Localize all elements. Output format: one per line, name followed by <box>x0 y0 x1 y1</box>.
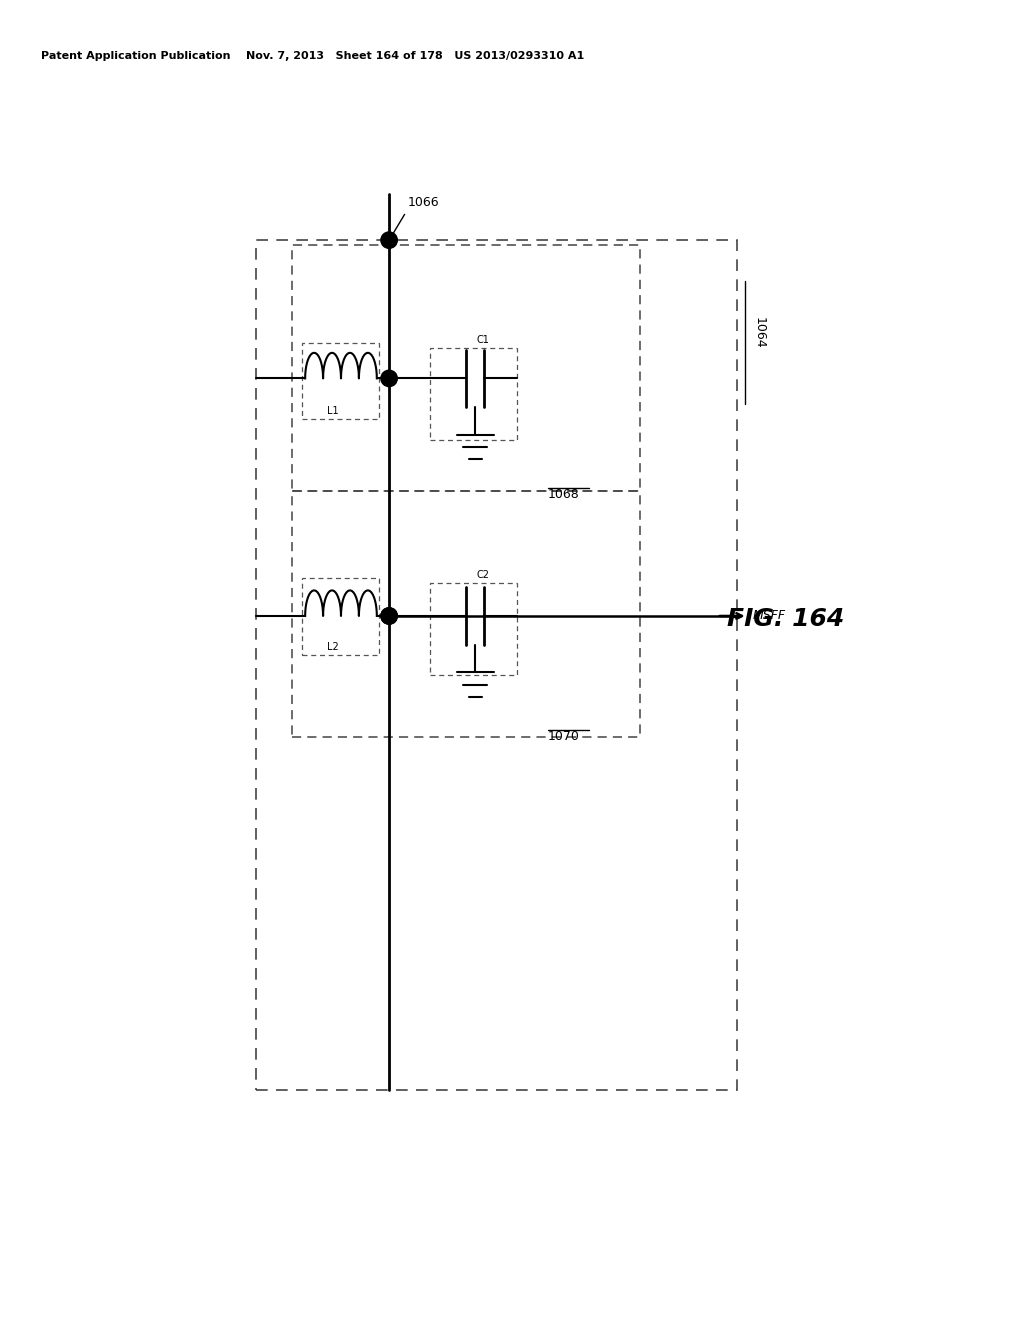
Text: 1064: 1064 <box>753 317 766 348</box>
Text: 1066: 1066 <box>408 197 439 210</box>
Text: FIG. 164: FIG. 164 <box>727 607 845 631</box>
Text: C1: C1 <box>477 334 489 345</box>
Text: MSFF: MSFF <box>753 610 785 623</box>
Circle shape <box>381 370 397 387</box>
Circle shape <box>381 607 397 624</box>
Text: Patent Application Publication    Nov. 7, 2013   Sheet 164 of 178   US 2013/0293: Patent Application Publication Nov. 7, 2… <box>41 51 585 62</box>
Text: 1070: 1070 <box>548 730 580 743</box>
Text: 1068: 1068 <box>548 488 580 502</box>
Text: L1: L1 <box>327 407 339 416</box>
Text: C2: C2 <box>477 570 489 579</box>
Text: L2: L2 <box>327 642 339 652</box>
Circle shape <box>381 232 397 248</box>
Circle shape <box>381 607 397 624</box>
